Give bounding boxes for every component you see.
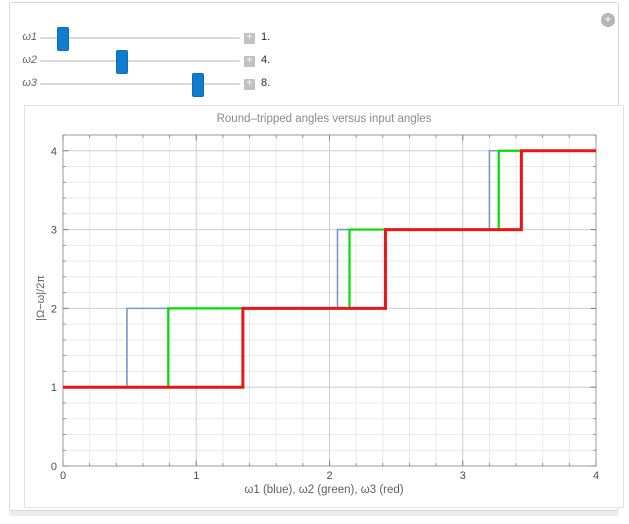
svg-text:1: 1 — [193, 470, 199, 482]
svg-text:3: 3 — [51, 225, 57, 237]
svg-text:2: 2 — [51, 303, 57, 315]
slider-row-omega1: ω1 + 1. — [10, 26, 310, 51]
slider-track-omega2[interactable] — [40, 60, 240, 62]
svg-text:0: 0 — [60, 470, 66, 482]
plot-y-axis-label: |Ω−ω|/2π — [35, 275, 47, 321]
slider-thumb-omega3[interactable] — [192, 73, 204, 97]
slider-expand-button-omega1[interactable]: + — [244, 33, 255, 44]
svg-text:4: 4 — [593, 470, 599, 482]
svg-text:1: 1 — [51, 382, 57, 394]
slider-expand-button-omega2[interactable]: + — [244, 56, 255, 67]
manipulate-container: + ω1 + 1. ω2 + 4. ω3 + 8. 0 1 2 3 4 0 1 2 3 4 Rou… — [9, 2, 624, 511]
slider-row-omega3: ω3 + 8. — [10, 72, 310, 97]
slider-expand-button-omega3[interactable]: + — [244, 79, 255, 90]
slider-thumb-omega1[interactable] — [57, 27, 70, 51]
svg-text:4: 4 — [51, 146, 57, 158]
svg-text:0: 0 — [51, 461, 57, 473]
svg-text:3: 3 — [460, 470, 466, 482]
slider-track-omega3[interactable] — [40, 83, 240, 85]
slider-thumb-omega2[interactable] — [116, 50, 128, 74]
slider-value-omega1: 1. — [261, 31, 271, 43]
manipulate-options-button[interactable]: + — [601, 13, 615, 27]
slider-label-omega3: ω3 — [22, 77, 37, 89]
slider-row-omega2: ω2 + 4. — [10, 49, 310, 74]
slider-value-omega2: 4. — [261, 54, 271, 66]
plot-title: Round–tripped angles versus input angles — [216, 113, 432, 125]
plot-canvas: 0 1 2 3 4 0 1 2 3 4 — [51, 134, 599, 482]
slider-value-omega3: 8. — [261, 77, 271, 89]
svg-text:2: 2 — [326, 470, 332, 482]
slider-track-omega1[interactable] — [40, 37, 240, 39]
plot-panel: 0 1 2 3 4 0 1 2 3 4 Round–tripped angles versus i… — [24, 105, 624, 508]
slider-label-omega2: ω2 — [22, 54, 37, 66]
container-bottom-shadow — [9, 511, 619, 516]
slider-label-omega1: ω1 — [22, 31, 37, 43]
plot-x-axis-label: ω1 (blue), ω2 (green), ω3 (red) — [244, 484, 404, 496]
